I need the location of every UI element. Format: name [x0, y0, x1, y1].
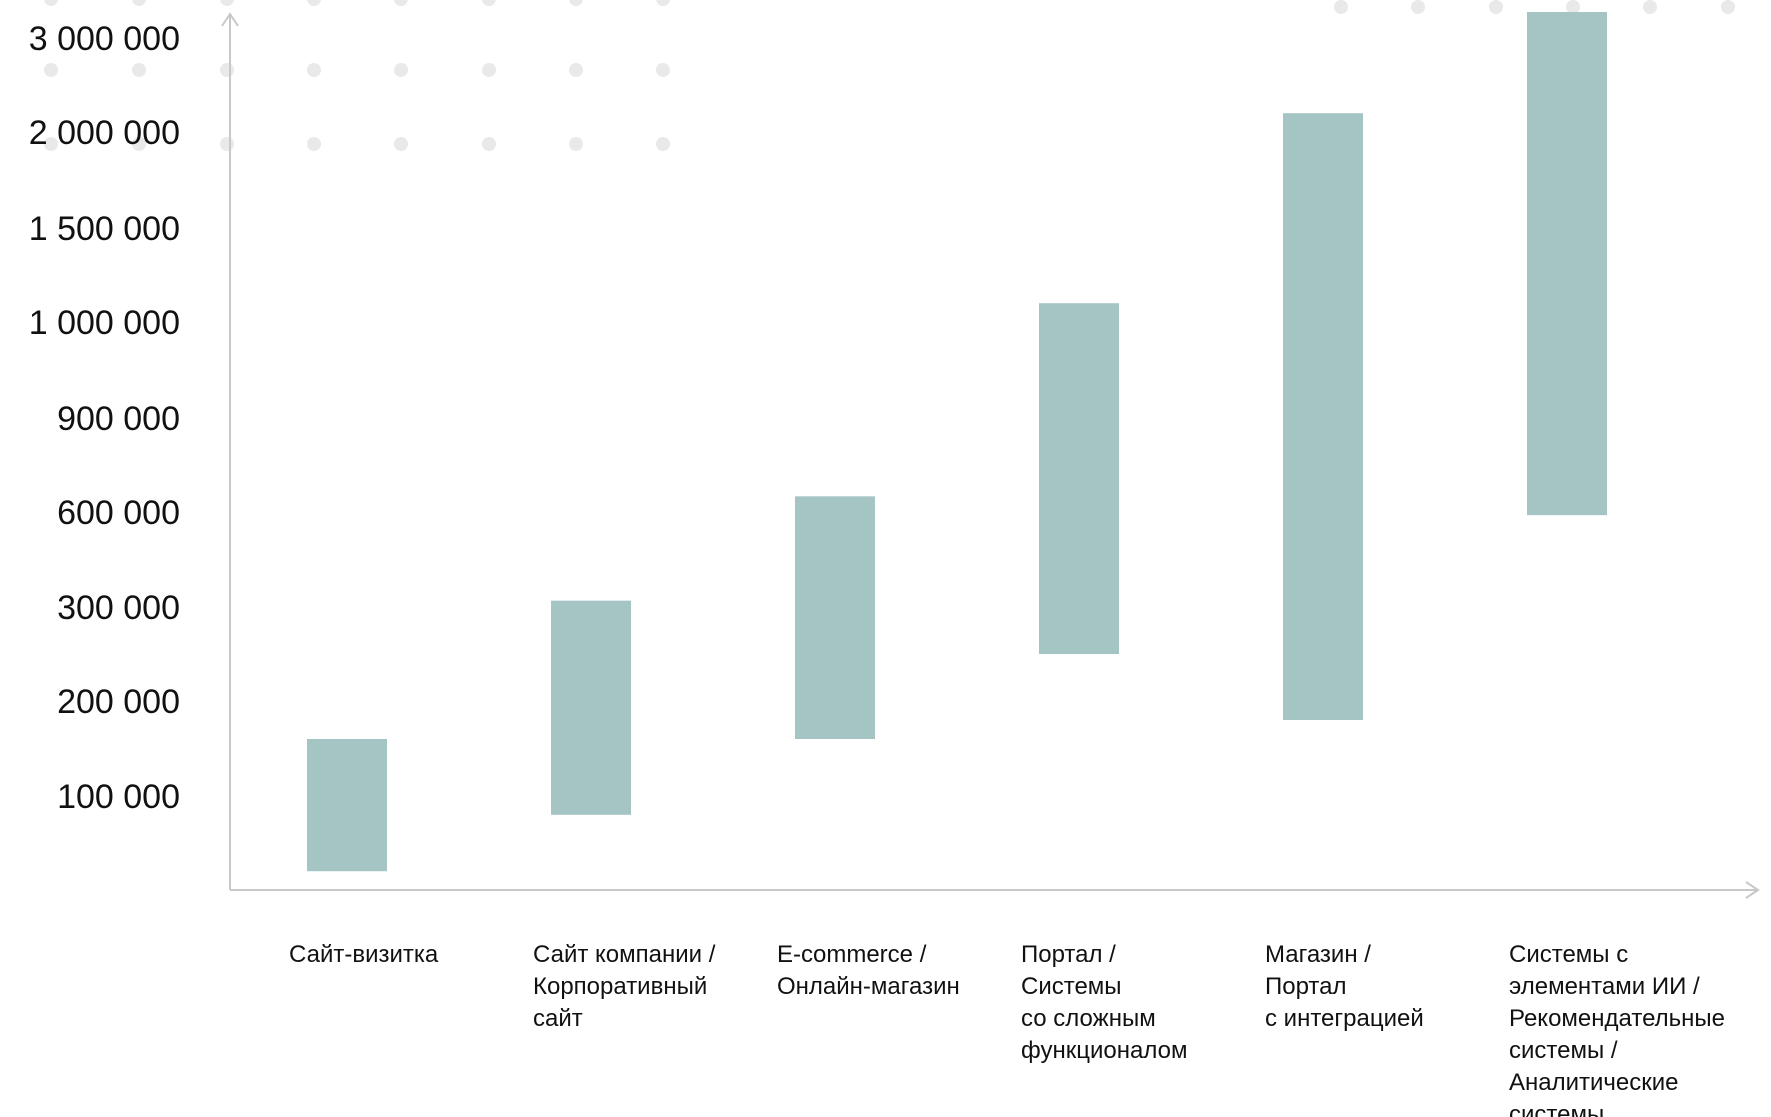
category-label-line: системы / [1509, 1037, 1618, 1064]
decorative-dot [44, 0, 58, 6]
category-label: Сайт-визитка [289, 941, 439, 968]
decorative-dot [132, 0, 146, 6]
decorative-dot [307, 137, 321, 151]
category-label-line: с интеграцией [1265, 1005, 1424, 1032]
decorative-dot [44, 137, 58, 151]
range-bar [1039, 303, 1119, 654]
category-labels: Сайт-визитка Сайт компании / Корпоративный… [289, 941, 1725, 1117]
range-bar [1527, 12, 1607, 516]
decorative-dot [1721, 0, 1735, 14]
decorative-dot [1334, 0, 1348, 14]
decorative-dot [307, 63, 321, 77]
decorative-dot [394, 0, 408, 6]
decorative-dot [220, 137, 234, 151]
category-label-line: Онлайн-магазин [777, 973, 960, 1000]
decorative-dot [1643, 0, 1657, 14]
y-tick-label: 600 000 [57, 494, 180, 532]
decorative-dot [220, 0, 234, 6]
decorative-dot [220, 63, 234, 77]
decorative-dot-pattern [44, 0, 1735, 151]
category-label-line: Магазин / [1265, 941, 1371, 968]
category-label: E-commerce / Онлайн-магазин [777, 941, 960, 1000]
chart-axes [221, 12, 1760, 899]
category-label-line: Рекомендательные [1509, 1005, 1725, 1032]
category-label: Магазин / Портал с интеграцией [1265, 941, 1424, 1032]
decorative-dot [44, 63, 58, 77]
y-axis-arrow-icon [221, 12, 239, 27]
category-label-line: элементами ИИ / [1509, 973, 1700, 1000]
category-label-line: Системы с [1509, 941, 1628, 968]
decorative-dot [1566, 0, 1580, 14]
y-tick-labels: 100 000 200 000 300 000 600 000 900 000 1 000… [29, 20, 180, 816]
y-tick-label: 300 000 [57, 589, 180, 627]
category-label: Портал / Системы со сложным функционалом [1021, 941, 1187, 1064]
y-tick-label: 900 000 [57, 400, 180, 438]
y-tick-label: 2 000 000 [29, 114, 180, 152]
category-label-line: Портал [1265, 973, 1347, 1000]
category-label: Системы с элементами ИИ / Рекомендательные… [1509, 941, 1725, 1117]
x-axis-arrow-icon [1745, 881, 1760, 899]
y-tick-label: 100 000 [57, 778, 180, 816]
category-label-line: Корпоративный [533, 973, 707, 1000]
range-bar [551, 600, 631, 815]
category-label-line: Аналитические [1509, 1069, 1679, 1096]
category-label-line: сайт [533, 1005, 583, 1032]
decorative-dot [307, 0, 321, 6]
decorative-dot [656, 137, 670, 151]
category-label-line: функционалом [1021, 1037, 1187, 1064]
category-label-line: системы [1509, 1101, 1604, 1117]
decorative-dot [656, 0, 670, 6]
category-label: Сайт компании / Корпоративный сайт [533, 941, 716, 1032]
category-label-line: со сложным [1021, 1005, 1156, 1032]
decorative-dot [482, 137, 496, 151]
decorative-dot [656, 63, 670, 77]
range-bar [1283, 113, 1363, 720]
y-tick-label: 1 500 000 [29, 210, 180, 248]
decorative-dot [132, 63, 146, 77]
decorative-dot [482, 0, 496, 6]
decorative-dot [569, 0, 583, 6]
decorative-dot [394, 63, 408, 77]
y-tick-label: 3 000 000 [29, 20, 180, 58]
category-label-line: Портал / [1021, 941, 1116, 968]
decorative-dot [394, 137, 408, 151]
decorative-dot [1489, 0, 1503, 14]
y-tick-label: 1 000 000 [29, 304, 180, 342]
category-label-line: Сайт-визитка [289, 941, 439, 968]
decorative-dot [569, 63, 583, 77]
decorative-dot [482, 63, 496, 77]
range-bar [795, 496, 875, 739]
category-label-line: Системы [1021, 973, 1122, 1000]
category-label-line: Сайт компании / [533, 941, 716, 968]
category-label-line: E-commerce / [777, 941, 927, 968]
range-bar [307, 739, 387, 872]
decorative-dot [132, 137, 146, 151]
y-tick-label: 200 000 [57, 683, 180, 721]
decorative-dot [1411, 0, 1425, 14]
decorative-dot [569, 137, 583, 151]
range-bars [307, 12, 1607, 872]
